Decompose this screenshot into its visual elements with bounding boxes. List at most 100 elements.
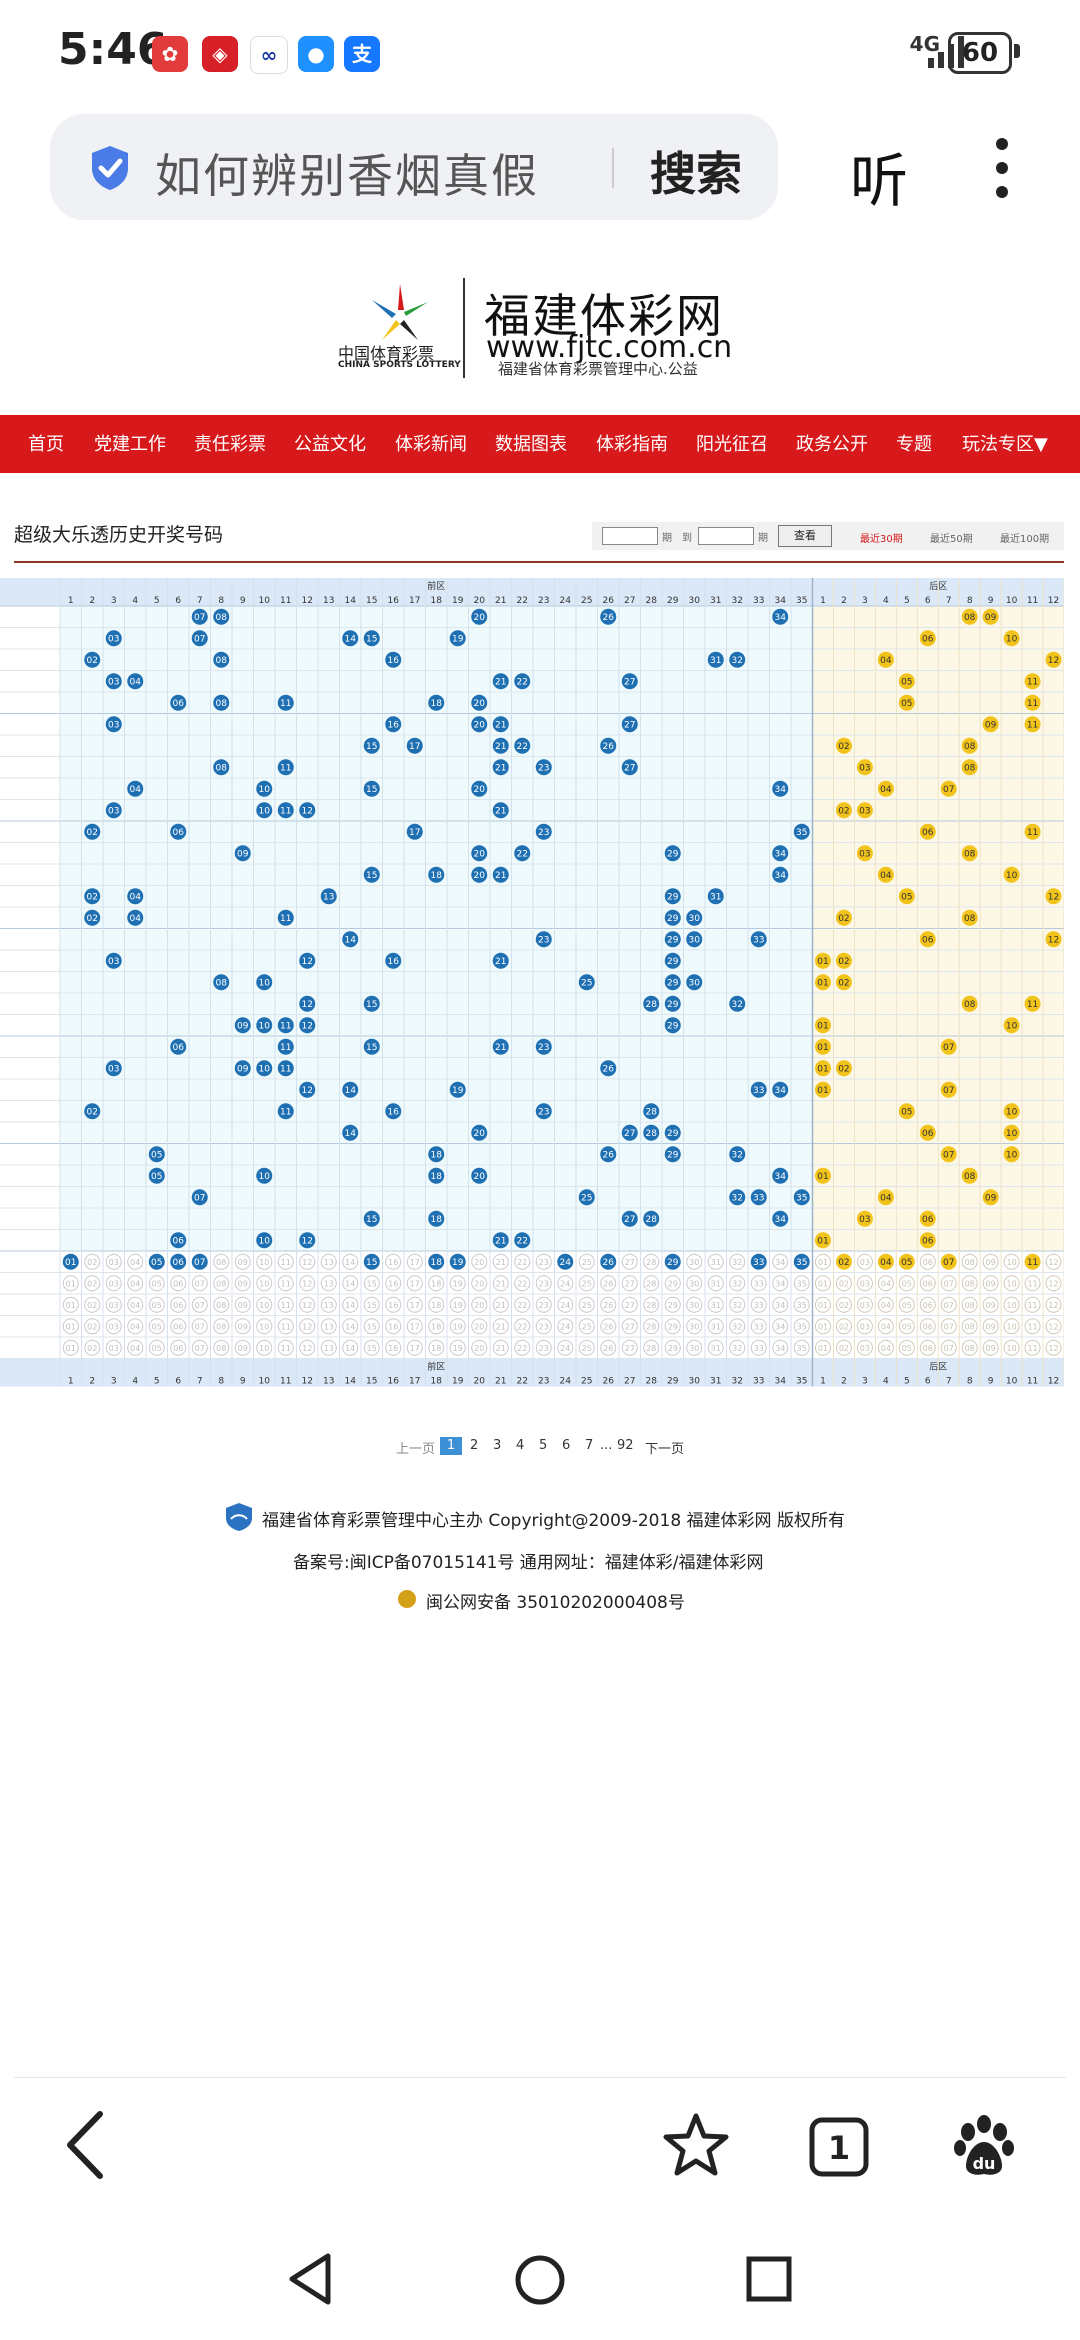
search-bar[interactable] [50, 114, 778, 220]
back-ball-label: 01 [817, 1043, 828, 1053]
back-ball [814, 1232, 831, 1249]
search-input[interactable]: 如何辨别香烟真假 [155, 149, 539, 203]
front-ball-label: 14 [345, 1086, 357, 1096]
front-ball [277, 909, 294, 926]
nav-item-guide[interactable]: 体彩指南 [596, 434, 668, 455]
page-3-link[interactable]: 3 [493, 1438, 502, 1453]
empty-back-ball-label: 09 [986, 1258, 996, 1267]
back-ball [898, 694, 915, 711]
empty-front-ball-label: 01 [66, 1279, 76, 1288]
nav-item-responsibility[interactable]: 责任彩票 [194, 434, 266, 455]
end-period-input[interactable] [698, 527, 754, 545]
page-6-link[interactable]: 6 [562, 1438, 571, 1453]
police-badge-icon [398, 1590, 416, 1608]
front-ball-label: 27 [624, 764, 635, 774]
back-ball [961, 737, 978, 754]
baidu-paw-icon[interactable]: du [952, 2114, 1016, 2178]
selected-front-ball [557, 1253, 574, 1270]
nav-item-topics[interactable]: 专题 [896, 434, 932, 455]
back-ball [919, 823, 936, 840]
footer-icp[interactable]: 备案号:闽ICP备07015141号 通用网址：福建体彩/福建体彩网 [293, 1553, 764, 1573]
next-page-link[interactable]: 下一页 [645, 1442, 685, 1457]
empty-front-ball-label: 35 [797, 1322, 807, 1331]
back-ball [919, 1210, 936, 1227]
header-band [0, 578, 1064, 606]
back-col-number: 9 [988, 1377, 994, 1387]
page-5-link[interactable]: 5 [539, 1438, 548, 1453]
front-col-number: 26 [603, 596, 615, 606]
front-ball [277, 802, 294, 819]
bookmark-star-icon[interactable] [662, 2112, 730, 2178]
nav-item-news[interactable]: 体彩新闻 [395, 434, 467, 455]
empty-front-ball-label: 21 [496, 1301, 506, 1310]
empty-back-ball [961, 1275, 978, 1292]
empty-front-ball [492, 1339, 509, 1356]
page-1-link[interactable]: 1 [440, 1437, 462, 1455]
front-ball [707, 651, 724, 668]
empty-back-ball [814, 1296, 831, 1313]
search-button[interactable]: 搜索 [650, 147, 742, 201]
front-ball-label: 34 [775, 613, 787, 623]
system-back-icon[interactable] [286, 2252, 334, 2306]
empty-front-ball [793, 1318, 810, 1335]
front-ball [492, 673, 509, 690]
prev-page-link[interactable]: 上一页 [396, 1442, 436, 1457]
empty-front-ball-label: 05 [152, 1301, 162, 1310]
empty-back-ball-label: 11 [1027, 1322, 1037, 1331]
logo-chinese-text: 中国体育彩票 [338, 344, 435, 363]
front-ball [277, 1060, 294, 1077]
recent-100-link[interactable]: 最近100期 [1000, 534, 1050, 545]
recent-30-link[interactable]: 最近30期 [860, 534, 903, 545]
nav-item-party[interactable]: 党建工作 [94, 434, 166, 455]
nav-item-home[interactable]: 首页 [28, 434, 64, 455]
front-col-number: 14 [345, 596, 357, 606]
page-4-link[interactable]: 4 [516, 1438, 525, 1453]
page-2-link[interactable]: 2 [470, 1438, 479, 1453]
site-url[interactable]: www.fjtc.com.cn [486, 330, 733, 365]
empty-front-ball [772, 1296, 789, 1313]
alipay-icon: 支 [344, 36, 380, 72]
front-ball-label: 03 [108, 721, 119, 731]
empty-front-ball-label: 26 [603, 1322, 613, 1331]
nav-item-charts[interactable]: 数据图表 [495, 434, 567, 455]
empty-front-ball-label: 34 [775, 1322, 785, 1331]
empty-front-ball-label: 35 [797, 1279, 807, 1288]
back-ball [1024, 673, 1041, 690]
nav-item-government[interactable]: 政务公开 [796, 434, 868, 455]
view-button[interactable]: 查看 [778, 525, 832, 547]
front-ball [428, 1210, 445, 1227]
recent-50-link[interactable]: 最近50期 [930, 534, 973, 545]
footer-security-record[interactable]: 闽公网安备 35010202000408号 [426, 1593, 685, 1613]
nav-item-culture[interactable]: 公益文化 [294, 434, 366, 455]
empty-back-ball-label: 01 [818, 1344, 828, 1353]
nav-item-games[interactable]: 玩法专区▼ [962, 434, 1048, 455]
front-col-number: 1 [68, 596, 74, 606]
more-menu-icon[interactable] [996, 138, 1008, 198]
front-ball [643, 995, 660, 1012]
front-ball-label: 18 [431, 699, 443, 709]
start-period-input[interactable] [602, 527, 658, 545]
listen-button[interactable]: 听 [850, 147, 909, 215]
empty-front-ball-label: 32 [732, 1301, 742, 1310]
back-ball-label: 01 [817, 1022, 828, 1032]
back-arrow-icon[interactable] [62, 2110, 108, 2180]
back-ball [982, 1189, 999, 1206]
page-92-link[interactable]: 92 [617, 1438, 634, 1453]
tabs-count-icon[interactable]: 1 [808, 2116, 870, 2178]
empty-front-ball-label: 33 [754, 1322, 764, 1331]
system-recents-icon[interactable] [746, 2256, 792, 2302]
front-ball-label: 23 [538, 1108, 549, 1118]
front-ball-label: 29 [667, 914, 679, 924]
site-title[interactable]: 福建体彩网 [484, 289, 724, 343]
front-ball [191, 1189, 208, 1206]
page-7-link[interactable]: 7 [585, 1438, 594, 1453]
system-home-icon[interactable] [514, 2254, 566, 2306]
back-ball-label: 11 [1027, 721, 1038, 731]
empty-back-ball [835, 1318, 852, 1335]
empty-back-ball [1024, 1275, 1041, 1292]
empty-front-ball [170, 1296, 187, 1313]
nav-item-recruit[interactable]: 阳光征召 [696, 434, 768, 455]
back-ball [1003, 866, 1020, 883]
empty-front-ball-label: 21 [496, 1279, 506, 1288]
empty-front-ball-label: 03 [109, 1279, 119, 1288]
